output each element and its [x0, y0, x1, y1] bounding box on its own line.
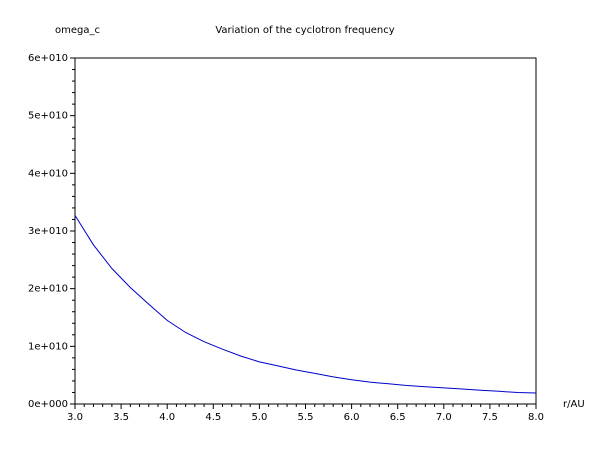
y-tick-label: 1e+010 — [28, 341, 68, 352]
x-tick-label: 4.5 — [205, 412, 221, 423]
chart-title: Variation of the cyclotron frequency — [215, 25, 394, 36]
x-axis-label: r/AU — [563, 399, 585, 410]
x-tick-label: 3.5 — [113, 412, 129, 423]
x-tick-label: 6.5 — [390, 412, 406, 423]
x-tick-label: 5.5 — [298, 412, 314, 423]
x-tick-label: 3.0 — [67, 412, 83, 423]
x-axis: 3.0 3.5 4.0 4.5 5.0 5.5 6.0 6.5 7.0 7.5 8.0 — [67, 404, 544, 423]
series-group — [74, 215, 537, 394]
series-line — [74, 215, 537, 394]
y-tick-label: 5e+010 — [28, 111, 68, 122]
x-tick-label: 8.0 — [528, 412, 544, 423]
y-tick-label: 0e+000 — [28, 399, 68, 410]
y-tick-label: 6e+010 — [28, 53, 68, 64]
x-tick-label: 7.0 — [436, 412, 452, 423]
x-tick-label: 5.0 — [251, 412, 267, 423]
x-tick-label: 6.0 — [344, 412, 360, 423]
x-tick-label: 4.0 — [159, 412, 175, 423]
y-axis: 0e+000 1e+010 2e+010 3e+010 4e+010 5e+010 6e+0… — [28, 53, 75, 410]
plot-frame — [74, 57, 537, 405]
y-tick-label: 4e+010 — [28, 168, 68, 179]
y-tick-label: 2e+010 — [28, 284, 68, 295]
x-tick-label: 7.5 — [482, 412, 498, 423]
y-axis-label: omega_c — [55, 25, 100, 36]
y-tick-label: 3e+010 — [28, 226, 68, 237]
